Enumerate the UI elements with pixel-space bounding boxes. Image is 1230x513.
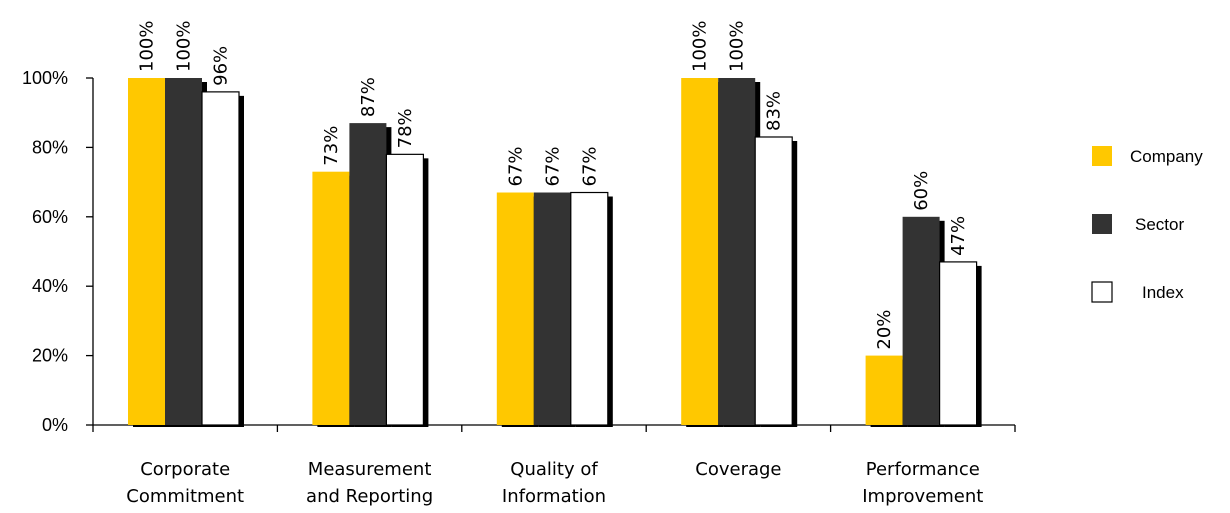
data-label: 96% — [211, 46, 232, 86]
bar-company — [681, 78, 719, 425]
bar-sector — [533, 192, 571, 425]
legend-label-sector: Sector — [1135, 215, 1184, 234]
bar-index — [385, 153, 424, 426]
bar-sector — [349, 123, 387, 426]
x-axis: Corporate Commitment Measurement and Report… — [92, 424, 1016, 507]
bar-sector — [902, 216, 940, 425]
data-label: 100% — [137, 21, 158, 72]
legend-swatch-company — [1092, 146, 1112, 166]
x-category-label: and Reporting — [306, 486, 433, 507]
y-axis: 0% 20% 40% 60% 80% 100% — [22, 68, 94, 435]
data-label: 100% — [727, 21, 748, 72]
data-label: 47% — [948, 216, 969, 256]
y-tick-label: 100% — [22, 68, 68, 88]
bar-sector — [165, 78, 202, 425]
y-tick-label: 60% — [32, 207, 68, 227]
bar-index — [570, 191, 609, 426]
legend-swatch-index — [1091, 281, 1113, 303]
legend-swatch-sector — [1092, 214, 1112, 234]
bar-company — [312, 171, 350, 425]
y-tick-label: 40% — [32, 276, 68, 296]
x-category-label: Coverage — [695, 459, 781, 480]
bars — [128, 78, 982, 428]
data-label: 60% — [911, 171, 932, 211]
legend: Company Sector Index — [1091, 146, 1203, 303]
data-label: 67% — [579, 146, 600, 186]
data-label: 100% — [174, 21, 195, 72]
data-label: 78% — [395, 108, 416, 148]
data-label: 83% — [764, 91, 785, 131]
y-tick-label: 20% — [32, 346, 68, 366]
data-label: 73% — [321, 126, 342, 166]
data-label: 87% — [358, 77, 379, 117]
data-label: 67% — [542, 146, 563, 186]
bar-index — [938, 261, 978, 426]
bar-sector — [718, 78, 756, 425]
legend-label-index: Index — [1142, 283, 1184, 302]
x-category-label: Information — [502, 486, 606, 507]
x-category-label: Commitment — [126, 486, 244, 507]
data-label: 67% — [505, 146, 526, 186]
data-label: 20% — [874, 310, 895, 350]
x-category-label: Measurement — [308, 459, 432, 480]
data-labels: 100% 73% 67% 100% 20% 100% 87% 67% 100% 60% 96% 78%… — [137, 21, 970, 350]
y-tick-label: 0% — [42, 415, 68, 435]
bar-company — [496, 192, 534, 425]
data-label: 100% — [690, 21, 711, 72]
legend-label-company: Company — [1130, 147, 1203, 166]
bar-index — [754, 136, 793, 426]
bar-company — [128, 78, 165, 425]
x-category-label: Performance — [866, 459, 980, 480]
bar-company — [865, 355, 903, 425]
bar-index — [201, 91, 240, 426]
x-category-label: Quality of — [510, 459, 598, 480]
x-category-label: Improvement — [862, 486, 983, 507]
y-tick-label: 80% — [32, 137, 68, 157]
x-category-label: Corporate — [140, 459, 230, 480]
